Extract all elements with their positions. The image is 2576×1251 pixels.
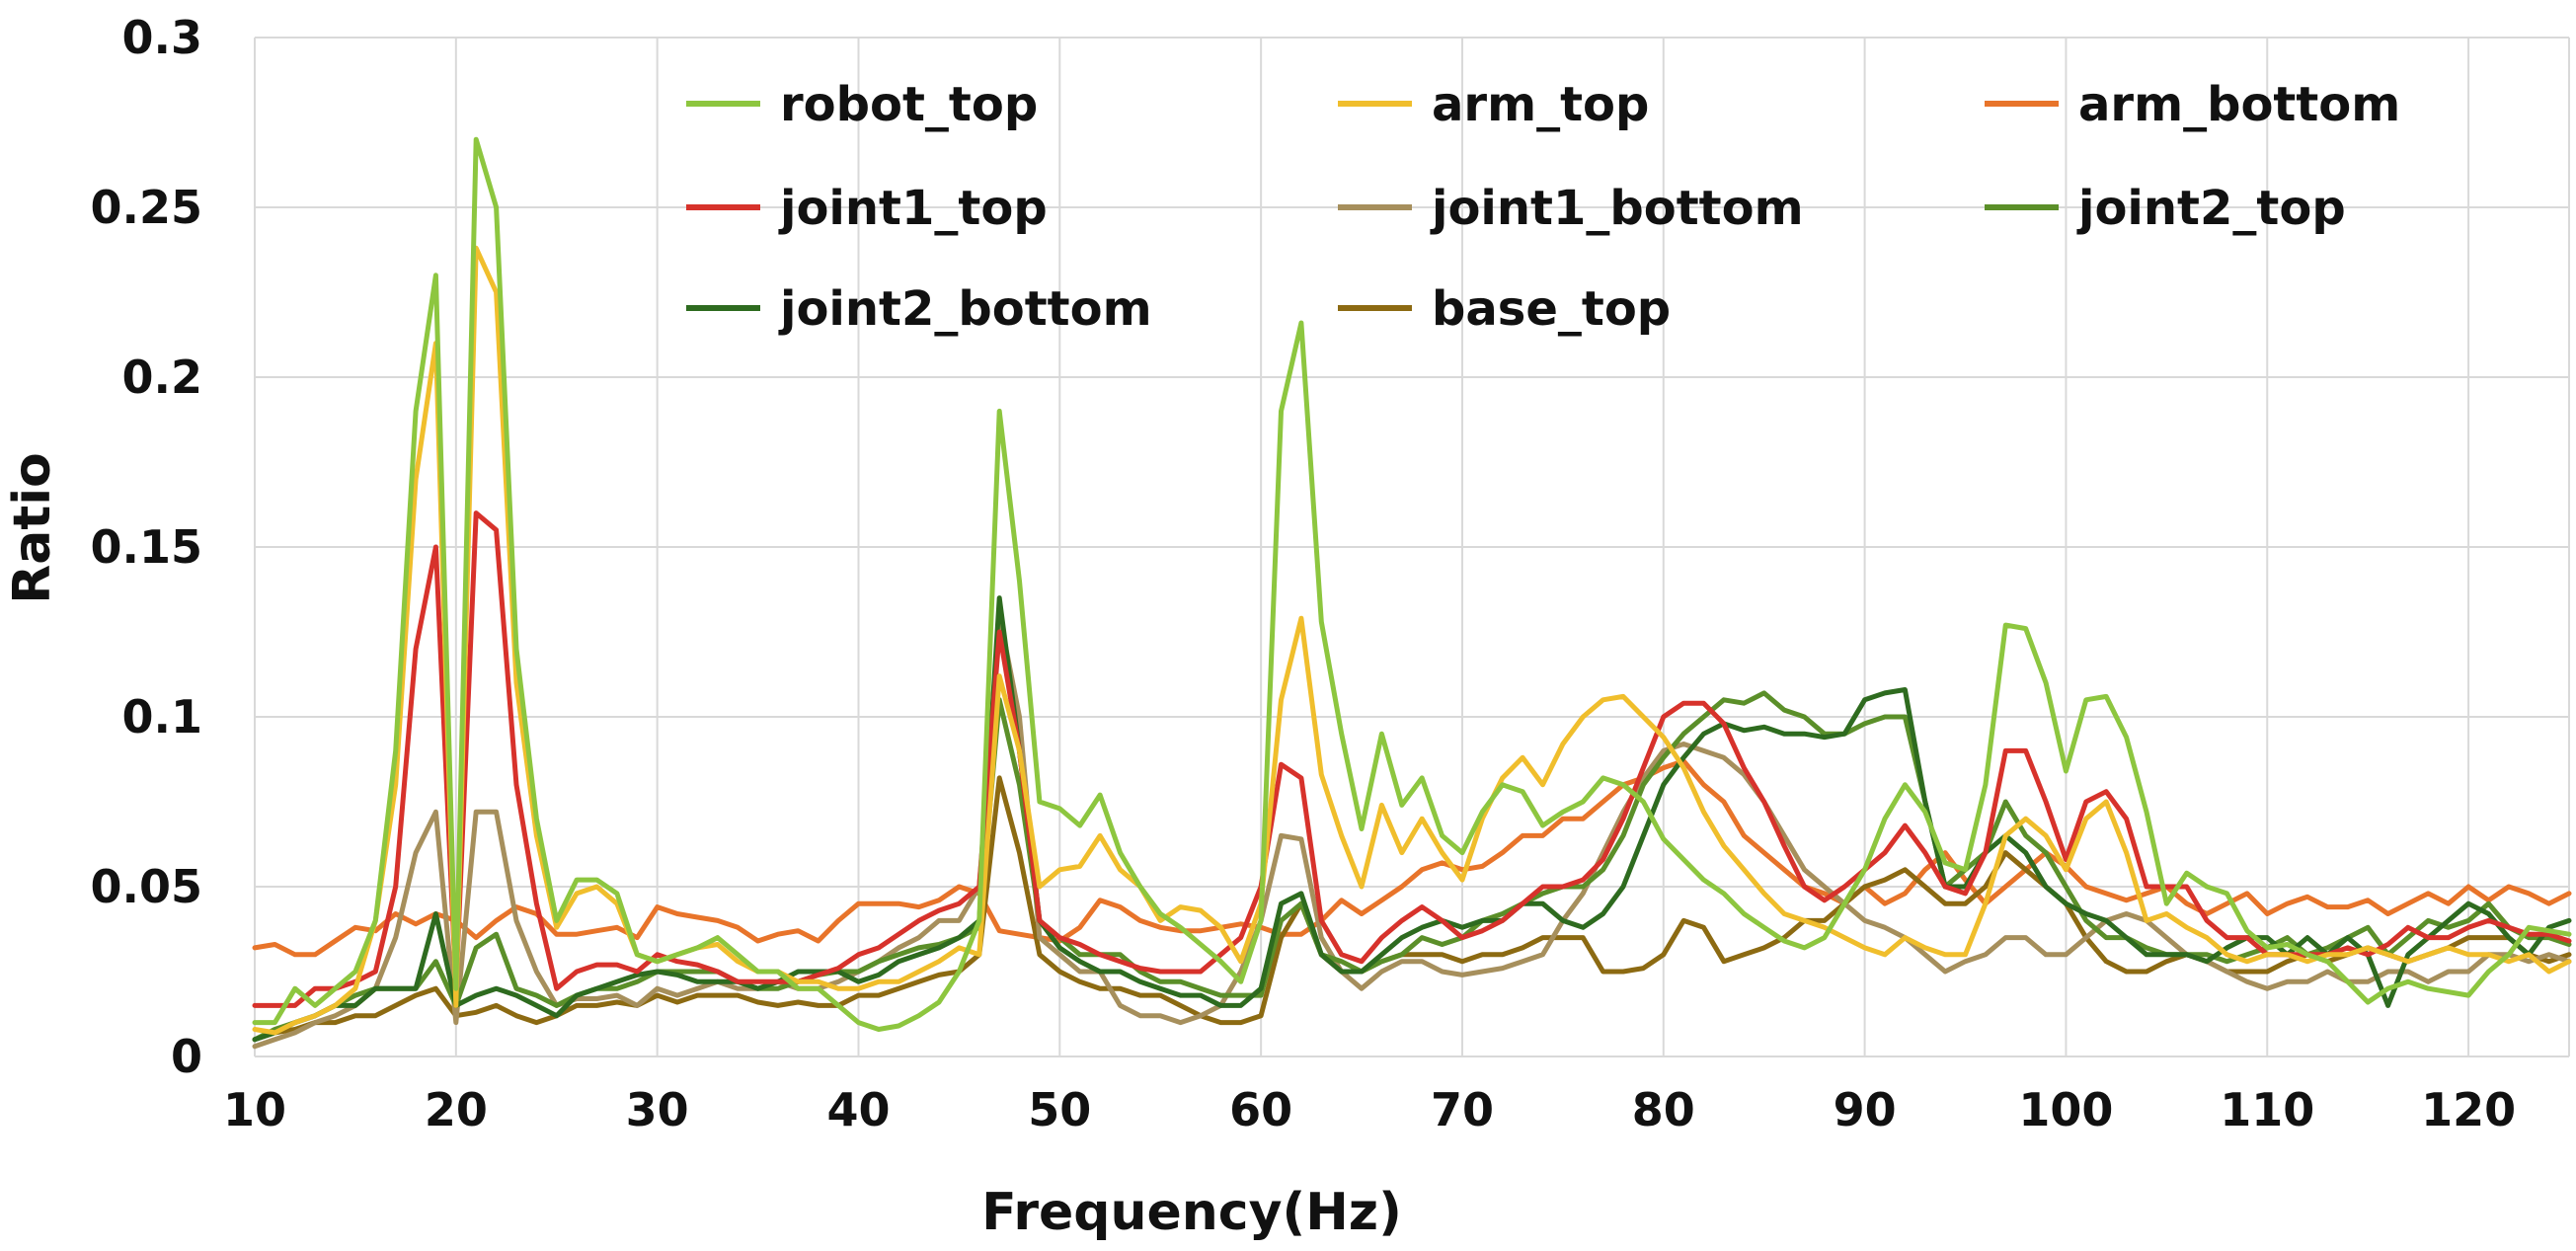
x-tick-label: 50	[1028, 1083, 1091, 1136]
series-line-arm-bottom	[252, 758, 2572, 958]
x-tick-label: 40	[826, 1083, 890, 1136]
x-tick-label: 100	[2018, 1083, 2113, 1136]
legend-label: joint1_top	[778, 181, 1048, 236]
y-tick-label: 0.05	[91, 860, 203, 913]
legend-item-arm-bottom: arm_bottom	[1985, 77, 2400, 132]
legend-item-robot-top: robot_top	[686, 77, 1038, 132]
y-tick-label: 0	[171, 1030, 202, 1083]
x-tick-label: 90	[1834, 1083, 1897, 1136]
legend-item-joint2-bottom: joint2_bottom	[686, 281, 1152, 337]
legend-item-joint2-top: joint2_top	[1985, 181, 2346, 236]
legend-item-base-top: base_top	[1338, 281, 1671, 337]
x-tick-label: 60	[1229, 1083, 1292, 1136]
legend-item-arm-top: arm_top	[1338, 77, 1649, 132]
legend-label: joint2_bottom	[778, 281, 1152, 337]
legend-label: arm_bottom	[2078, 77, 2400, 132]
y-tick-label: 0.25	[91, 181, 203, 234]
x-tick-label: 10	[223, 1083, 286, 1136]
x-axis-ticks: 10 20 30 40 50 60 70 80 90 100 110 120	[223, 1083, 2516, 1136]
y-tick-label: 0.2	[122, 351, 203, 404]
y-axis-ticks: 0 0.05 0.1 0.15 0.2 0.25 0.3	[91, 11, 203, 1083]
y-tick-label: 0.1	[122, 690, 203, 743]
series-lines	[252, 136, 2572, 1050]
legend-label: robot_top	[780, 77, 1038, 132]
legend-label: joint1_bottom	[1430, 181, 1804, 236]
legend-item-joint1-bottom: joint1_bottom	[1338, 181, 1804, 236]
x-axis-title: Frequency(Hz)	[981, 1183, 1402, 1242]
legend-label: joint2_top	[2076, 181, 2346, 236]
x-tick-label: 20	[425, 1083, 488, 1136]
x-tick-label: 80	[1632, 1083, 1695, 1136]
series-line-joint1-top	[252, 510, 2572, 1008]
grid	[254, 37, 2570, 1057]
y-axis-title: Ratio	[3, 452, 62, 604]
series-line-joint1-bottom	[252, 612, 2572, 1050]
y-tick-label: 0.3	[122, 11, 203, 64]
legend-item-joint1-top: joint1_top	[686, 181, 1048, 236]
x-tick-label: 70	[1431, 1083, 1494, 1136]
legend-label: base_top	[1432, 281, 1671, 337]
series-line-joint2-bottom	[252, 595, 2572, 1043]
x-tick-label: 120	[2421, 1083, 2516, 1136]
series-line-robot-top	[252, 136, 2572, 1032]
y-tick-label: 0.15	[91, 520, 203, 574]
x-tick-label: 30	[626, 1083, 689, 1136]
legend-label: arm_top	[1432, 77, 1649, 132]
x-tick-label: 110	[2220, 1083, 2314, 1136]
